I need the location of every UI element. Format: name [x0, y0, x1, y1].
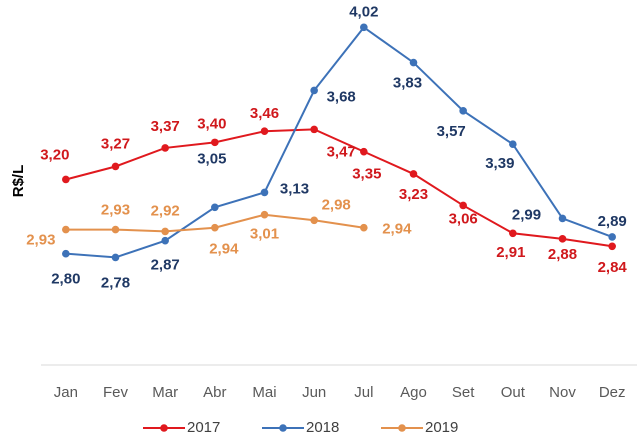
point: [310, 125, 318, 134]
x-tick-label: Fev: [103, 384, 129, 401]
value-label: 2,91: [496, 244, 525, 261]
value-label: 3,35: [352, 166, 381, 183]
point: [360, 223, 368, 232]
value-label: 3,23: [399, 186, 428, 203]
x-tick-label: Ago: [400, 384, 427, 401]
value-label: 2,93: [26, 232, 55, 249]
value-label: 2,99: [512, 206, 541, 223]
value-label: 3,39: [485, 155, 514, 172]
x-tick-label: Mai: [252, 384, 276, 401]
value-label: 2,87: [151, 257, 180, 274]
point: [62, 225, 70, 234]
x-tick-label: Jun: [302, 384, 326, 401]
legend-marker: [160, 424, 168, 432]
point: [509, 229, 517, 238]
series-line: [65, 128, 613, 248]
value-label: 2,94: [382, 221, 412, 238]
point: [409, 170, 418, 178]
value-label: 2,80: [51, 271, 80, 288]
legend-marker: [398, 424, 406, 432]
point: [211, 203, 219, 212]
point: [62, 249, 70, 258]
x-tick-label: Mar: [152, 384, 178, 401]
value-label: 2,92: [151, 202, 180, 219]
point: [161, 236, 169, 245]
value-label: 3,01: [250, 226, 279, 243]
point: [111, 253, 120, 262]
value-label: 3,83: [393, 75, 422, 92]
legend-label: 2017: [187, 419, 220, 436]
value-label: 3,05: [197, 150, 226, 167]
point: [608, 233, 616, 241]
y-axis-label: R$/L: [10, 165, 27, 198]
point: [111, 162, 120, 171]
point: [310, 86, 318, 95]
legend-marker: [279, 424, 287, 432]
value-label: 3,40: [197, 115, 226, 132]
point: [360, 147, 368, 156]
value-label: 2,93: [101, 202, 130, 219]
value-label: 2,78: [101, 274, 130, 291]
point: [509, 140, 517, 149]
legend-label: 2018: [306, 419, 339, 436]
point: [409, 58, 418, 67]
point: [161, 144, 169, 152]
value-label: 3,37: [151, 118, 180, 135]
x-tick-label: Out: [501, 384, 526, 401]
point: [62, 175, 70, 184]
x-tick-label: Dez: [599, 384, 626, 401]
value-label: 2,88: [548, 246, 577, 263]
point: [459, 107, 467, 115]
value-label: 2,89: [598, 213, 627, 230]
point: [558, 214, 567, 223]
point: [260, 188, 269, 197]
point: [608, 242, 616, 251]
series-line: [65, 25, 613, 259]
point: [558, 235, 567, 243]
point: [310, 216, 318, 225]
legend-label: 2019: [425, 419, 458, 436]
point: [260, 210, 269, 219]
point: [161, 227, 169, 236]
value-label: 4,02: [349, 3, 378, 20]
value-label: 2,98: [322, 196, 351, 213]
x-tick-label: Nov: [549, 384, 576, 401]
value-label: 2,94: [209, 241, 239, 258]
point: [211, 138, 219, 147]
value-label: 3,20: [40, 146, 69, 163]
x-tick-label: Set: [452, 384, 475, 401]
x-tick-label: Jul: [354, 384, 373, 401]
x-tick-label: Jan: [54, 384, 78, 401]
value-label: 3,27: [101, 135, 130, 152]
value-label: 3,46: [250, 105, 279, 122]
point: [459, 201, 467, 210]
value-label: 3,13: [280, 180, 309, 197]
point: [111, 225, 120, 234]
value-label: 2,84: [598, 259, 628, 276]
point: [260, 127, 269, 136]
point: [360, 23, 368, 32]
point: [211, 223, 219, 232]
value-label: 3,06: [449, 210, 478, 227]
value-label: 3,47: [327, 143, 356, 160]
value-label: 3,57: [437, 123, 466, 140]
value-label: 3,68: [327, 88, 356, 105]
x-tick-label: Abr: [203, 384, 226, 401]
